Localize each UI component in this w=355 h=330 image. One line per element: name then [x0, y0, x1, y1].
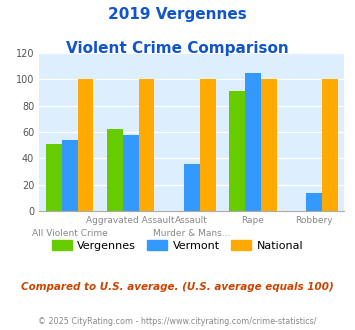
Bar — [200, 79, 215, 211]
Bar — [229, 91, 245, 211]
Text: Aggravated Assault: Aggravated Assault — [86, 216, 175, 225]
Bar — [46, 144, 62, 211]
Bar — [77, 79, 93, 211]
Bar — [261, 79, 277, 211]
Text: © 2025 CityRating.com - https://www.cityrating.com/crime-statistics/: © 2025 CityRating.com - https://www.city… — [38, 317, 317, 326]
Text: Robbery: Robbery — [295, 216, 333, 225]
Text: Compared to U.S. average. (U.S. average equals 100): Compared to U.S. average. (U.S. average … — [21, 282, 334, 292]
Bar — [322, 79, 338, 211]
Bar — [107, 129, 123, 211]
Text: Violent Crime Comparison: Violent Crime Comparison — [66, 41, 289, 56]
Bar — [138, 79, 154, 211]
Text: Assault: Assault — [175, 216, 208, 225]
Bar — [123, 135, 138, 211]
Text: Murder & Mans...: Murder & Mans... — [153, 229, 230, 238]
Bar — [62, 140, 77, 211]
Bar — [184, 164, 200, 211]
Text: 2019 Vergennes: 2019 Vergennes — [108, 7, 247, 21]
Legend: Vergennes, Vermont, National: Vergennes, Vermont, National — [47, 235, 308, 255]
Text: Rape: Rape — [241, 216, 264, 225]
Bar — [306, 193, 322, 211]
Text: All Violent Crime: All Violent Crime — [32, 229, 108, 238]
Bar — [245, 73, 261, 211]
